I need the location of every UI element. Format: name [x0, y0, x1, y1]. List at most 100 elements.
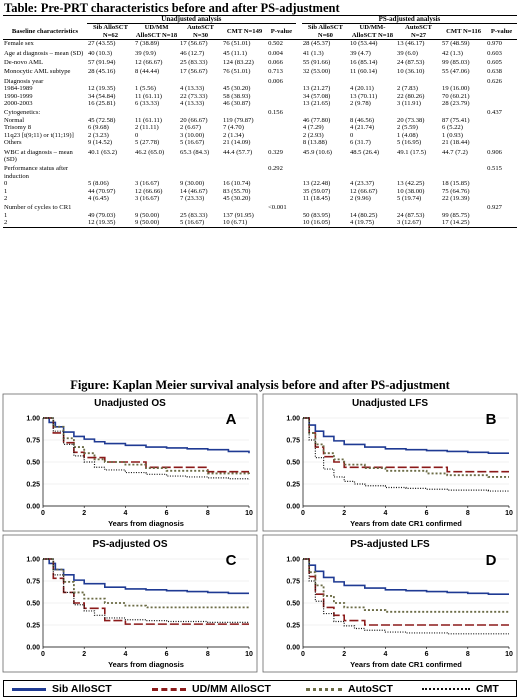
- col-unadjusted-3: CMT N=149: [226, 28, 263, 36]
- cell-adjusted: 48.5 (26.4): [349, 148, 380, 156]
- table-row: WBC at diagnosis – mean (SD) 40.1 (63.2) 4…: [3, 149, 517, 164]
- cell-adjusted: 34 (57.08): [302, 92, 331, 100]
- row-label: 2: [4, 219, 8, 227]
- cell-adjusted: [486, 117, 517, 124]
- cell-unadjusted: [267, 124, 296, 131]
- row-label: Others: [4, 139, 22, 147]
- cell-unadjusted: 17 (56.67): [180, 40, 208, 48]
- cell-adjusted: 13 (70.11): [349, 92, 378, 100]
- x-tick-label: 0: [301, 651, 305, 658]
- cell-unadjusted: 0.502: [268, 40, 283, 48]
- km-curve-autosct: [43, 558, 249, 609]
- cell-unadjusted: 9 (50.00): [135, 219, 160, 227]
- cell-unadjusted: [267, 195, 296, 202]
- cell-unadjusted: 22 (73.33): [180, 92, 208, 100]
- panel-title: Unadjusted OS: [94, 398, 166, 409]
- cell-unadjusted: 7 (4.70): [223, 124, 244, 132]
- cell-unadjusted: 25 (83.33): [180, 59, 208, 67]
- cell-adjusted: 41 (1.3): [302, 49, 324, 57]
- cell-unadjusted: 3 (10.00): [180, 131, 205, 139]
- cell-unadjusted: 46.2 (65.0): [135, 148, 165, 156]
- cell-unadjusted: 16 (25.81): [87, 100, 116, 108]
- km-curve-sib-allosct: [303, 558, 509, 595]
- cell-adjusted: 6 (5.22): [442, 124, 463, 132]
- cell-unadjusted: 3 (16.67): [135, 180, 160, 188]
- cell-adjusted: 55 (91.66): [302, 59, 331, 67]
- group-adjusted: PS-adjusted analysis: [301, 15, 517, 25]
- cell-adjusted: [302, 165, 349, 180]
- x-tick-label: 6: [425, 651, 429, 658]
- cell-adjusted: 2 (7.83): [397, 85, 418, 93]
- cell-unadjusted: 0.004: [268, 49, 283, 57]
- panel-frame: [262, 534, 518, 673]
- cell-unadjusted: [222, 109, 267, 116]
- cell-unadjusted: 2 (1.34): [223, 131, 244, 139]
- table-row: Age at diagnosis – mean (SD) 40 (10.3) 39 …: [3, 50, 517, 57]
- cell-unadjusted: [267, 93, 296, 100]
- row-label: 1: [4, 211, 8, 219]
- row-label: Number of cycles to CR1: [4, 204, 72, 212]
- cell-adjusted: 2 (9.96): [349, 194, 371, 202]
- cell-adjusted: 12 (66.67): [349, 187, 378, 195]
- cell-unadjusted: [179, 78, 222, 85]
- legend-swatch-udmm: [152, 688, 186, 691]
- cell-unadjusted: 57 (91.94): [87, 59, 116, 67]
- cell-adjusted: 2 (5.59): [397, 124, 418, 132]
- panel-title: PS-adjusted LFS: [350, 539, 430, 550]
- row-label: 1: [4, 187, 8, 195]
- col-characteristics: Baseline characteristics: [11, 27, 79, 35]
- cell-adjusted: 24 (87.53): [397, 59, 425, 67]
- cell-adjusted: 10 (53.44): [349, 40, 378, 48]
- cell-adjusted: [349, 109, 396, 116]
- cell-unadjusted: 2 (6.67): [180, 124, 201, 132]
- cell-unadjusted: <0.001: [268, 204, 287, 212]
- legend-swatch-auto: [306, 688, 342, 691]
- cell-unadjusted: [134, 78, 179, 85]
- km-curve-cmt: [43, 558, 249, 623]
- panel-frame: [2, 393, 258, 532]
- cell-adjusted: 75 (64.76): [442, 187, 470, 195]
- cell-unadjusted: [267, 117, 296, 124]
- km-curve-autosct: [303, 417, 509, 478]
- col-adjusted-4: P-value: [490, 28, 513, 36]
- col-unadjusted-1: UD/MM AlloSCT N=18: [135, 24, 178, 39]
- cell-adjusted: 4 (21.74): [349, 124, 375, 132]
- km-panel-b: 0.00 0.25 0.50 0.75 1.00 0 2 4 6 8 10 Unadjusted LF…: [262, 393, 518, 532]
- row-label: 2000-2003: [4, 100, 33, 108]
- row-label: 11q23 [t(9;11) or t(11;19)]: [4, 131, 74, 139]
- cell-unadjusted: 4 (6.45): [87, 194, 109, 202]
- cell-unadjusted: 28 (45.16): [87, 68, 116, 76]
- legend-autosct: AutoSCT: [348, 683, 393, 695]
- cell-adjusted: [486, 100, 517, 107]
- cell-adjusted: 2 (9.78): [349, 100, 371, 108]
- x-axis-label: Years from diagnosis: [108, 519, 184, 528]
- cell-unadjusted: 6 (9.68): [87, 124, 109, 132]
- cell-unadjusted: [267, 212, 296, 219]
- legend-cmt: CMT: [476, 683, 499, 695]
- cell-unadjusted: [87, 204, 134, 211]
- cell-adjusted: 4 (20.11): [349, 85, 374, 93]
- cell-adjusted: 28 (23.79): [442, 100, 470, 108]
- x-tick-label: 2: [82, 651, 86, 658]
- cell-adjusted: 24 (87.53): [397, 211, 425, 219]
- y-tick-label: 0.75: [26, 579, 40, 586]
- panel-letter: A: [226, 411, 237, 428]
- x-tick-label: 6: [165, 510, 169, 517]
- cell-unadjusted: 76 (51.01): [223, 40, 251, 48]
- cell-adjusted: 13 (42.25): [397, 180, 425, 188]
- cell-adjusted: 1 (0.93): [442, 131, 463, 139]
- cell-adjusted: 87 (75.41): [442, 116, 470, 124]
- km-curve-sib-allosct: [43, 417, 250, 454]
- cell-adjusted: [302, 78, 349, 85]
- cell-adjusted: 21 (18.44): [442, 139, 470, 147]
- km-curve-ud-mm-allosct: [43, 558, 249, 625]
- cell-adjusted: 0.626: [487, 77, 502, 85]
- x-tick-label: 10: [505, 510, 513, 517]
- table-row: Number of cycles to CR1 <0.001 0.927: [3, 204, 517, 211]
- cell-adjusted: 45.9 (10.6): [302, 148, 332, 156]
- cell-unadjusted: 9 (30.00): [180, 180, 205, 188]
- table-row: Others 9 (14.52) 5 (27.78) 5 (16.67) 21 (14.…: [3, 139, 517, 146]
- y-tick-label: 0.00: [26, 504, 40, 511]
- cell-unadjusted: 34 (54.84): [87, 92, 116, 100]
- cell-adjusted: [486, 132, 517, 139]
